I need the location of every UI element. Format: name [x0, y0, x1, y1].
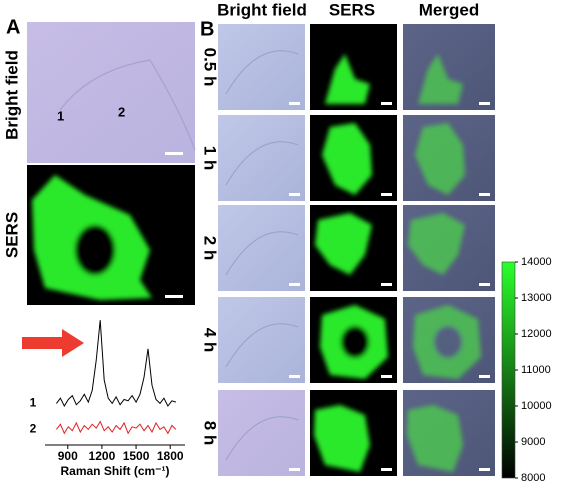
spectrum-line: [56, 320, 177, 408]
cell-outline: [225, 50, 299, 95]
colorbar-tick-label: 9000: [521, 436, 545, 448]
scale-bar: [479, 193, 490, 196]
sers-signal: [407, 405, 463, 472]
scale-bar: [381, 468, 392, 471]
signal-region: [407, 405, 463, 472]
sers-signal: [314, 405, 370, 472]
bright-field-image: [218, 115, 305, 201]
sers-signal: [320, 305, 388, 379]
scale-bar: [479, 468, 490, 471]
row-label: SERS: [2, 212, 21, 258]
signal-region: [418, 54, 463, 104]
cell-label: 1: [57, 108, 64, 123]
column-header: SERS: [329, 0, 375, 19]
series-label: 1: [30, 396, 37, 410]
x-tick-label: 1200: [89, 449, 116, 463]
row-label: 4 h: [201, 328, 220, 353]
cell-outline: [59, 59, 196, 151]
cell-outline: [225, 141, 299, 186]
cell-outline: [225, 323, 299, 368]
sers-signal: [315, 213, 372, 275]
scale-bar: [289, 193, 300, 196]
cell-outline: [225, 231, 299, 276]
signal-hole: [341, 326, 369, 358]
signal-region: [408, 213, 465, 275]
signal-region: [314, 405, 370, 472]
scale-bar: [381, 193, 392, 196]
colorbar-tick-label: 14000: [521, 256, 552, 268]
colorbar-tick-label: 12000: [521, 328, 552, 340]
signal-region: [325, 54, 370, 104]
scale-bar: [289, 468, 300, 471]
bright-field-image: [218, 205, 305, 291]
bright-field-image: [218, 390, 305, 476]
bright-field-image: [218, 24, 305, 110]
scale-bar: [289, 102, 300, 105]
cell-outline: [225, 416, 299, 461]
x-axis-label: Raman Shift (cm⁻¹): [60, 464, 169, 478]
sers-signal: [325, 54, 370, 104]
colorbar: [501, 261, 516, 479]
sers-signal: [322, 123, 372, 195]
series-label: 2: [30, 422, 37, 436]
panel-label: B: [200, 18, 214, 40]
scale-bar: [165, 152, 183, 155]
column-header: Bright field: [217, 0, 307, 19]
sers-signal: [32, 175, 152, 300]
arrow: [22, 329, 84, 357]
row-label: 0.5 h: [201, 48, 220, 87]
scale-bar: [381, 283, 392, 286]
scale-bar: [381, 375, 392, 378]
bright-field-image: [27, 22, 195, 163]
scale-bar: [479, 283, 490, 286]
colorbar-tick-label: 11000: [521, 364, 551, 376]
x-tick-label: 1800: [157, 449, 184, 463]
sers-signal: [415, 123, 465, 195]
scale-bar: [289, 375, 300, 378]
signal-region: [415, 123, 465, 195]
colorbar-tick-label: 13000: [521, 292, 552, 304]
panel-label: A: [6, 16, 20, 38]
signal-hole: [434, 326, 462, 358]
sers-signal: [408, 213, 465, 275]
cell-label: 2: [118, 104, 125, 119]
x-tick-label: 900: [58, 449, 78, 463]
bright-field-image: [218, 297, 305, 383]
colorbar-tick-label: 10000: [521, 400, 552, 412]
scale-bar: [165, 295, 183, 298]
sers-signal: [413, 305, 481, 379]
column-header: Merged: [419, 0, 479, 19]
spectrum-line: [56, 420, 177, 435]
scale-bar: [381, 102, 392, 105]
scale-bar: [479, 102, 490, 105]
row-label: 1 h: [201, 146, 220, 171]
row-label: 8 h: [201, 421, 220, 446]
signal-region: [315, 213, 372, 275]
scale-bar: [479, 375, 490, 378]
row-label: Bright field: [2, 50, 21, 140]
colorbar-tick-label: 8000: [521, 472, 545, 484]
signal-region: [322, 123, 372, 195]
scale-bar: [289, 283, 300, 286]
row-label: 2 h: [201, 236, 220, 261]
x-tick-label: 1500: [123, 449, 150, 463]
sers-signal: [418, 54, 463, 104]
